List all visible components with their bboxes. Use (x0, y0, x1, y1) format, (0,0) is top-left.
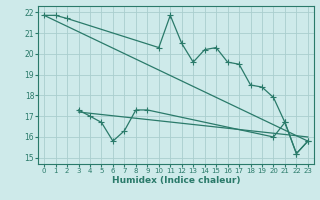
X-axis label: Humidex (Indice chaleur): Humidex (Indice chaleur) (112, 176, 240, 185)
